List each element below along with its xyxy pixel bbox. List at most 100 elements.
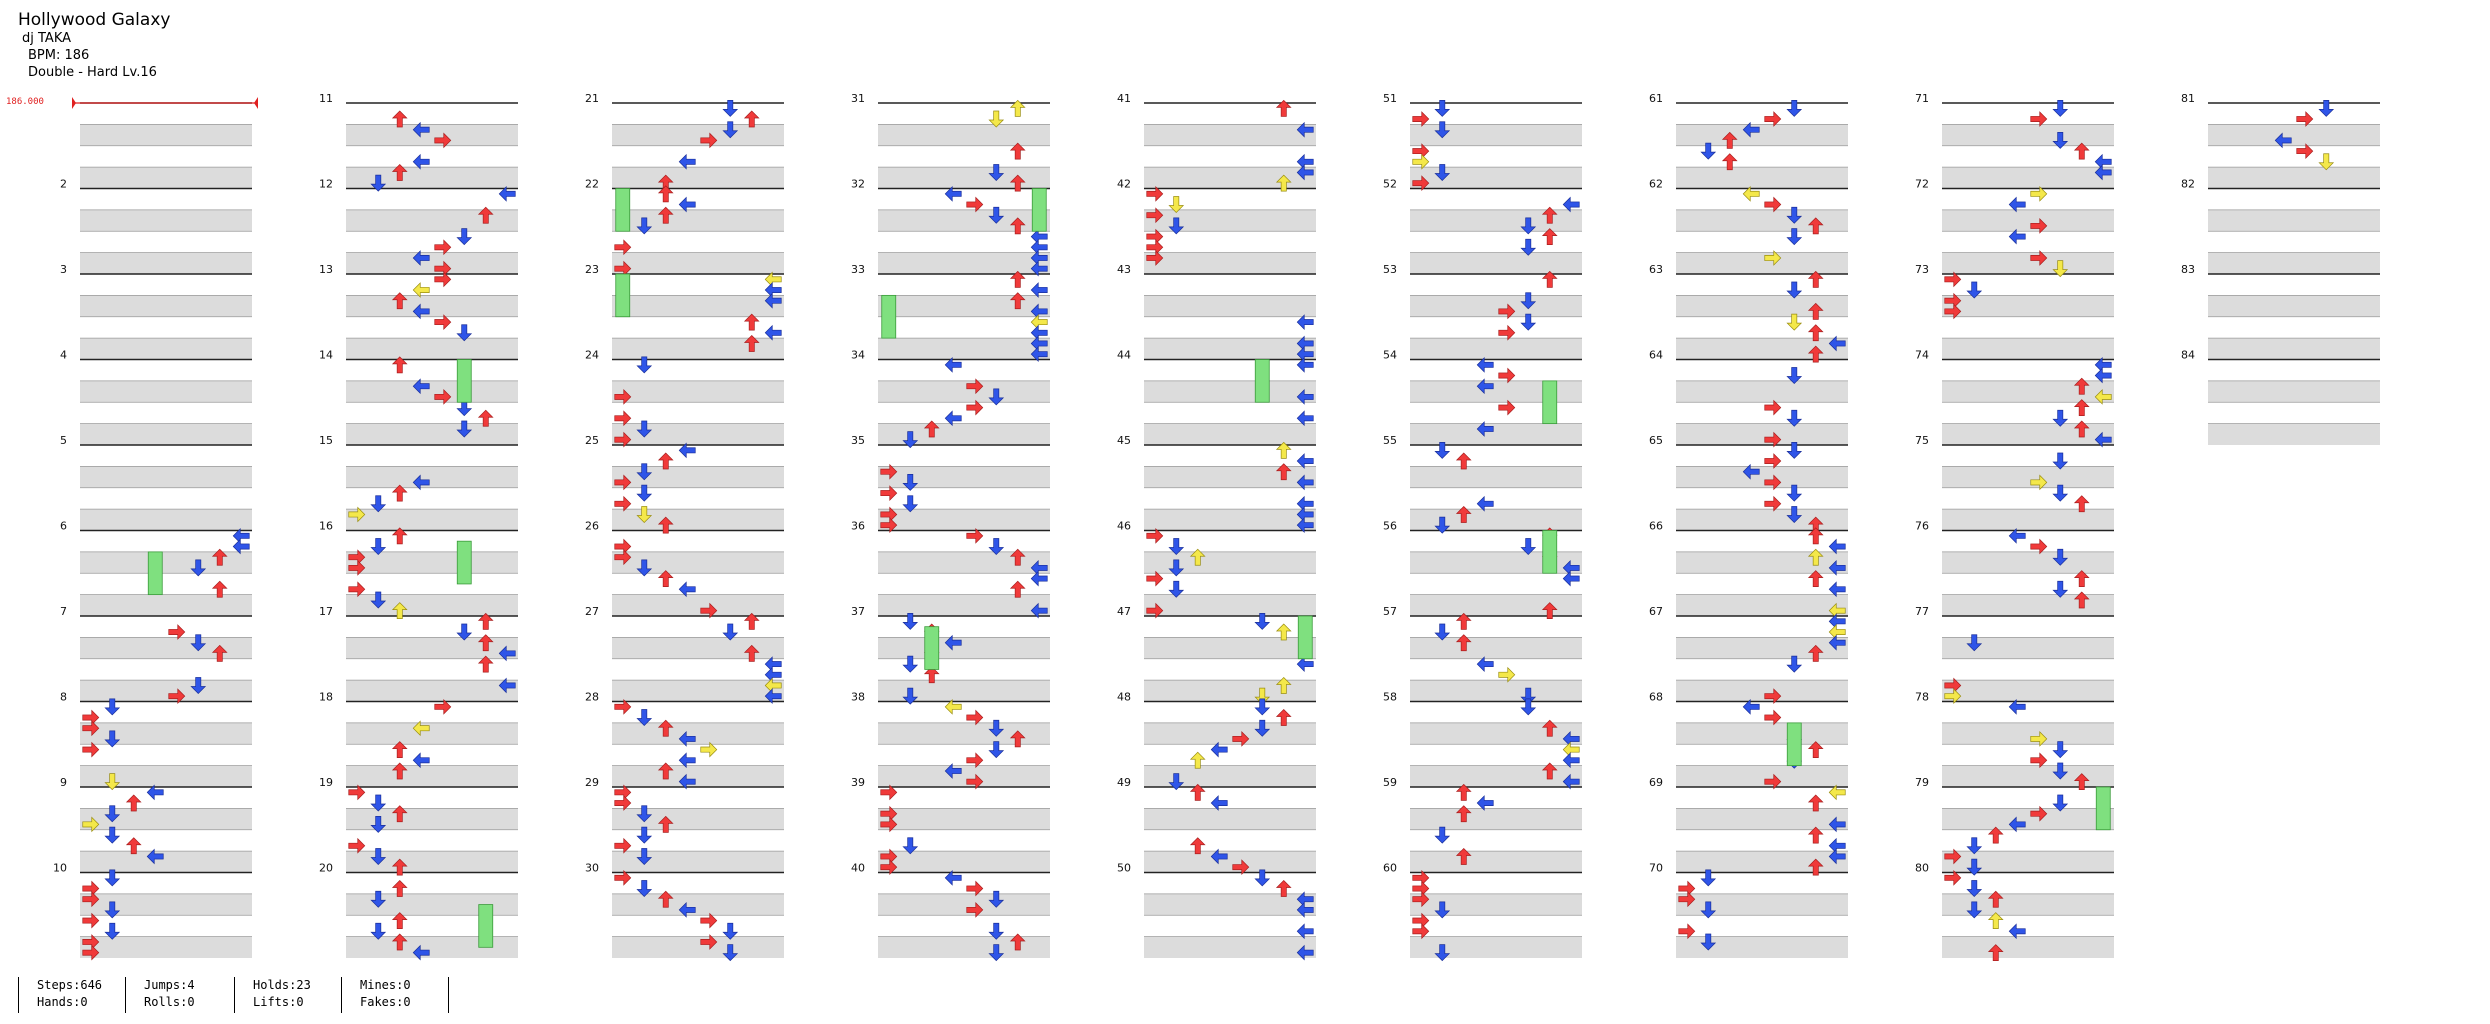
step-arrow bbox=[370, 890, 387, 908]
step-arrow-shape bbox=[1254, 869, 1271, 887]
step-arrow-shape bbox=[2073, 420, 2090, 438]
step-arrow bbox=[498, 185, 516, 202]
step-arrow-shape bbox=[1987, 890, 2004, 908]
step-arrow-shape bbox=[1275, 174, 1292, 192]
step-arrow bbox=[1764, 773, 1782, 790]
step-arrow-shape bbox=[1030, 239, 1048, 256]
step-arrow-shape bbox=[1412, 175, 1430, 192]
step-arrow bbox=[636, 880, 653, 898]
measure-number: 60 bbox=[1383, 862, 1397, 875]
measure-number: 10 bbox=[53, 862, 67, 875]
step-arrow-shape bbox=[2008, 698, 2026, 715]
step-arrow bbox=[1807, 270, 1824, 288]
step-arrow bbox=[2030, 250, 2048, 266]
step-arrow-shape bbox=[477, 206, 494, 224]
measure-stripe bbox=[1410, 252, 1582, 274]
step-arrow bbox=[1944, 271, 1962, 288]
step-arrow-shape bbox=[412, 720, 430, 737]
step-arrow bbox=[477, 409, 494, 427]
measure-number: 78 bbox=[1915, 691, 1929, 704]
step-arrow bbox=[1434, 944, 1451, 962]
measure-number: 39 bbox=[851, 776, 865, 789]
step-arrow bbox=[1498, 399, 1516, 416]
step-arrow-shape bbox=[2073, 570, 2090, 587]
measure-stripe bbox=[878, 423, 1050, 445]
step-arrow-shape bbox=[1828, 634, 1846, 651]
stats-col-jumps: Jumps:4 Rolls:0 bbox=[125, 977, 195, 1013]
step-arrow-shape bbox=[880, 463, 898, 480]
step-arrow bbox=[966, 752, 984, 769]
step-arrow bbox=[1412, 143, 1430, 159]
step-arrow bbox=[657, 719, 674, 737]
step-arrow-shape bbox=[2030, 474, 2048, 491]
step-arrow-shape bbox=[1476, 421, 1494, 437]
step-arrow bbox=[391, 880, 408, 897]
step-arrow bbox=[2052, 484, 2069, 502]
step-arrow bbox=[700, 602, 718, 619]
step-arrow-shape bbox=[370, 794, 387, 812]
step-arrow-shape bbox=[348, 581, 366, 598]
step-arrow bbox=[232, 538, 250, 555]
step-arrow-shape bbox=[1455, 505, 1472, 523]
step-arrow bbox=[1786, 313, 1803, 331]
measure-stripe bbox=[612, 466, 784, 488]
step-arrow bbox=[1168, 538, 1185, 556]
step-arrow-shape bbox=[2296, 143, 2314, 159]
step-arrow-shape bbox=[1987, 912, 2004, 929]
measure-stripe bbox=[1942, 295, 2114, 317]
step-arrow-shape bbox=[1828, 581, 1846, 598]
bpm-marker-label: 186.000 bbox=[6, 97, 44, 107]
step-arrow-shape bbox=[434, 698, 452, 715]
step-arrow bbox=[657, 516, 674, 534]
step-arrow-shape bbox=[2008, 816, 2026, 833]
step-arrow-shape bbox=[743, 313, 760, 331]
step-arrow-shape bbox=[614, 431, 632, 448]
step-arrow bbox=[678, 442, 696, 459]
measure-stripe bbox=[1144, 551, 1316, 574]
measure-number: 64 bbox=[1649, 349, 1663, 362]
step-arrow bbox=[1146, 602, 1164, 619]
step-arrow-shape bbox=[348, 784, 366, 801]
step-arrow bbox=[1275, 441, 1292, 459]
measure-stripe bbox=[1410, 851, 1582, 873]
measure-stripe bbox=[80, 722, 252, 745]
step-arrow bbox=[1807, 217, 1824, 235]
step-arrow-shape bbox=[82, 912, 100, 929]
step-arrow bbox=[82, 880, 100, 897]
step-arrow bbox=[1275, 174, 1292, 192]
step-arrow bbox=[1168, 559, 1185, 577]
step-arrow bbox=[636, 848, 653, 865]
step-arrow-shape bbox=[657, 719, 674, 737]
step-arrow-shape bbox=[1412, 880, 1430, 897]
measure-stripe bbox=[346, 936, 518, 958]
step-arrow-shape bbox=[1030, 228, 1048, 245]
step-arrow-shape bbox=[2052, 452, 2069, 470]
measure-stripe bbox=[1676, 893, 1848, 916]
step-arrow bbox=[1009, 548, 1026, 566]
step-arrow bbox=[1254, 612, 1271, 630]
step-arrow-shape bbox=[614, 239, 632, 256]
step-arrow bbox=[988, 944, 1005, 962]
measure-stripe bbox=[346, 808, 518, 830]
step-arrow-shape bbox=[657, 570, 674, 587]
step-arrow bbox=[1828, 816, 1846, 833]
step-arrow-shape bbox=[1296, 153, 1314, 170]
step-arrow-shape bbox=[125, 794, 142, 812]
step-arrow-shape bbox=[1764, 474, 1782, 491]
step-arrow-shape bbox=[1009, 142, 1026, 160]
step-arrow-shape bbox=[412, 752, 430, 769]
step-arrow bbox=[636, 506, 653, 523]
step-arrow-shape bbox=[2073, 773, 2090, 791]
step-arrow bbox=[722, 922, 739, 940]
step-arrow bbox=[636, 559, 653, 577]
step-arrow bbox=[1742, 185, 1760, 202]
step-arrow-shape bbox=[1434, 901, 1451, 919]
step-arrow-shape bbox=[1146, 207, 1164, 224]
measure-number: 67 bbox=[1649, 605, 1663, 618]
measure-stripe bbox=[346, 722, 518, 745]
step-arrow-shape bbox=[1296, 474, 1314, 491]
step-arrow bbox=[2052, 762, 2069, 780]
step-arrow-shape bbox=[2030, 250, 2048, 266]
step-arrow-shape bbox=[1434, 99, 1451, 117]
step-arrow-shape bbox=[1541, 762, 1558, 780]
